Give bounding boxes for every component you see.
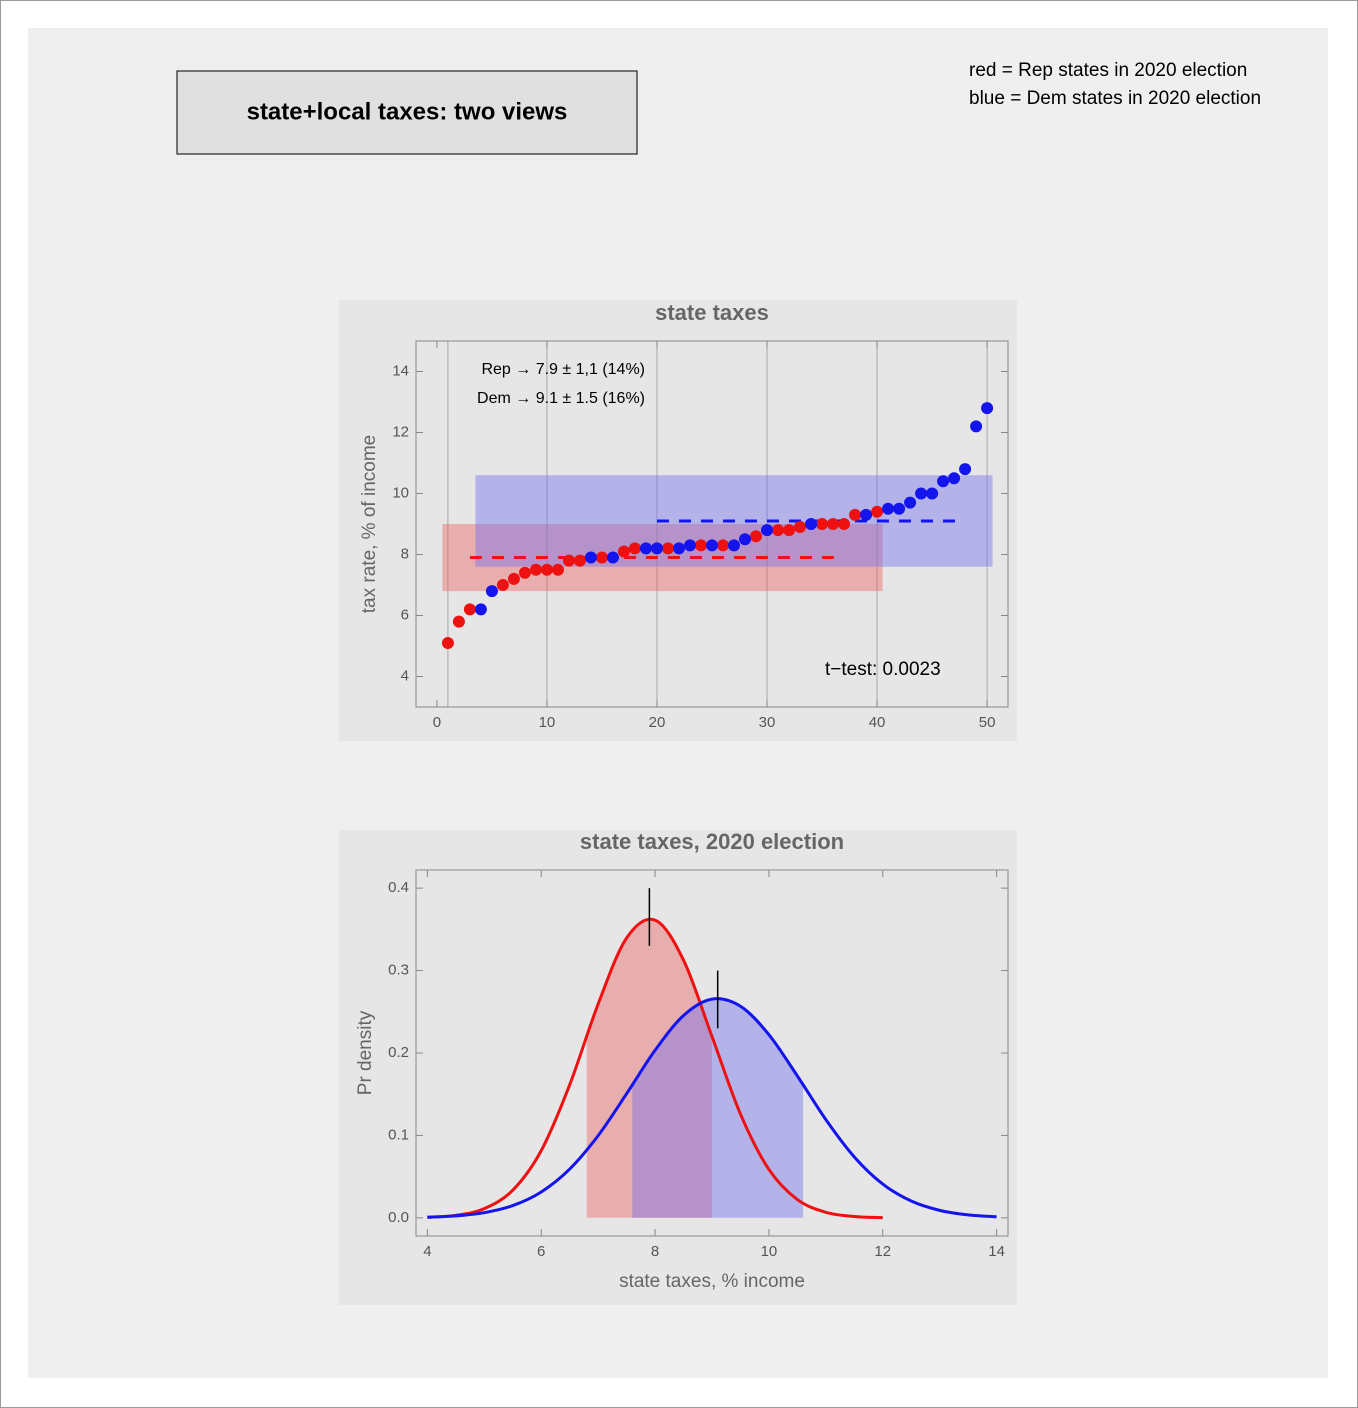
point	[507, 572, 520, 585]
x-tick-label: 30	[759, 714, 776, 731]
point	[772, 524, 785, 537]
point	[838, 518, 851, 530]
x-axis-label: state taxes, % income	[619, 1271, 805, 1292]
legend-text: red = Rep states in 2020 election	[969, 60, 1247, 81]
y-tick-label: 0.3	[388, 962, 409, 979]
point	[893, 502, 906, 515]
point	[981, 402, 994, 415]
point	[904, 496, 917, 509]
chart-title: state taxes	[655, 300, 769, 325]
point	[606, 551, 619, 564]
y-tick-label: 10	[392, 484, 409, 501]
point	[970, 420, 983, 433]
annotation: Dem → 9.1 ± 1.5 (16%)	[477, 390, 645, 407]
point	[728, 539, 741, 552]
density-curve	[427, 917, 883, 1220]
point	[474, 603, 487, 616]
legend-text: blue = Dem states in 2020 election	[969, 88, 1261, 109]
point	[595, 551, 608, 564]
point	[540, 563, 553, 576]
y-tick-label: 0.2	[388, 1044, 409, 1061]
point	[617, 545, 630, 558]
point	[761, 524, 774, 537]
chart-panel	[339, 830, 1017, 1305]
point	[871, 505, 884, 518]
point	[783, 524, 796, 537]
point	[915, 487, 928, 500]
point	[518, 566, 531, 579]
y-tick-label: 12	[392, 423, 409, 440]
y-tick-label: 6	[401, 606, 409, 623]
point	[672, 542, 685, 555]
plot-frame	[415, 340, 1009, 708]
x-tick-label: 0	[433, 714, 441, 731]
point	[717, 539, 730, 552]
point	[529, 563, 542, 576]
x-tick-label: 50	[979, 714, 996, 731]
annotation: Rep → 7.9 ± 1,1 (14%)	[481, 361, 645, 378]
density-curve	[427, 997, 997, 1219]
x-tick-label: 10	[761, 1243, 778, 1260]
y-axis-label: tax rate, % of income	[359, 435, 380, 613]
point	[937, 475, 950, 488]
point	[959, 463, 972, 476]
point	[926, 487, 939, 500]
x-tick-label: 8	[651, 1243, 659, 1260]
y-tick-label: 0.0	[388, 1209, 409, 1226]
point	[485, 585, 498, 598]
y-tick-label: 4	[401, 667, 409, 684]
x-tick-label: 40	[869, 714, 886, 731]
chart-title: state taxes, 2020 election	[580, 829, 844, 854]
point	[794, 521, 807, 534]
point	[441, 636, 454, 649]
point	[948, 472, 961, 485]
point	[816, 518, 829, 530]
x-tick-label: 12	[874, 1243, 891, 1260]
x-tick-label: 14	[988, 1243, 1005, 1260]
plot-frame	[415, 869, 1009, 1237]
point	[452, 615, 465, 628]
point	[573, 554, 586, 567]
point	[706, 539, 718, 552]
point	[739, 533, 752, 546]
point	[639, 542, 652, 555]
x-tick-label: 6	[537, 1243, 545, 1260]
point	[584, 551, 597, 564]
y-axis-label: Pr density	[355, 1010, 376, 1095]
y-tick-label: 0.1	[388, 1126, 409, 1143]
point	[496, 579, 509, 591]
point	[860, 508, 873, 521]
point	[827, 518, 840, 530]
point	[805, 518, 818, 530]
y-tick-label: 8	[401, 545, 409, 562]
point	[562, 554, 575, 567]
point	[463, 603, 476, 616]
y-tick-label: 14	[392, 362, 409, 379]
annotation: t−test: 0.0023	[825, 659, 941, 680]
point	[661, 542, 674, 555]
point	[650, 542, 663, 555]
x-tick-label: 20	[649, 714, 666, 731]
y-tick-label: 0.4	[388, 879, 409, 896]
point	[882, 502, 895, 515]
point	[551, 563, 564, 576]
title-box	[176, 70, 638, 155]
x-tick-label: 10	[539, 714, 556, 731]
point	[628, 542, 641, 555]
point	[849, 508, 862, 521]
page-title: state+local taxes: two views	[247, 98, 568, 125]
point	[750, 530, 763, 543]
point	[694, 539, 707, 552]
x-tick-label: 4	[423, 1243, 431, 1260]
point	[683, 539, 696, 552]
